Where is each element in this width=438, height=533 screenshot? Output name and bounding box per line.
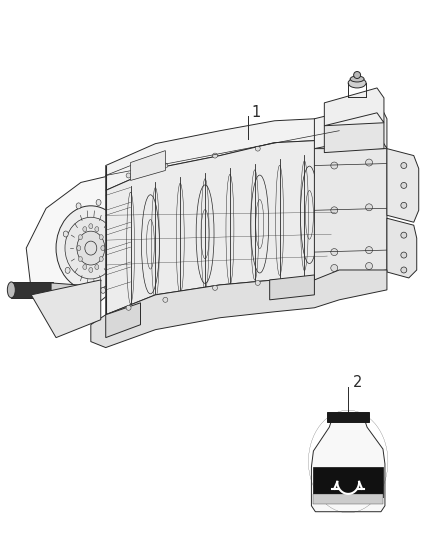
Ellipse shape — [81, 290, 85, 297]
Polygon shape — [314, 494, 383, 497]
Ellipse shape — [56, 206, 126, 290]
Ellipse shape — [99, 256, 103, 262]
Polygon shape — [106, 141, 339, 315]
Ellipse shape — [113, 259, 118, 265]
Ellipse shape — [101, 287, 106, 293]
Polygon shape — [311, 421, 385, 512]
Polygon shape — [106, 119, 339, 190]
Polygon shape — [91, 270, 387, 348]
Ellipse shape — [95, 264, 99, 270]
Polygon shape — [327, 412, 369, 422]
Ellipse shape — [401, 232, 407, 238]
Polygon shape — [324, 123, 384, 152]
Ellipse shape — [83, 227, 87, 232]
Ellipse shape — [331, 162, 338, 169]
Ellipse shape — [401, 163, 407, 168]
Polygon shape — [51, 283, 91, 297]
Ellipse shape — [89, 224, 93, 229]
Ellipse shape — [89, 268, 93, 272]
Ellipse shape — [163, 163, 168, 168]
Polygon shape — [106, 303, 141, 337]
Polygon shape — [314, 494, 383, 504]
Ellipse shape — [77, 231, 105, 265]
Ellipse shape — [101, 246, 105, 251]
Ellipse shape — [401, 252, 407, 258]
Ellipse shape — [65, 217, 117, 279]
Polygon shape — [131, 151, 165, 181]
Ellipse shape — [212, 285, 218, 290]
Ellipse shape — [331, 264, 338, 271]
Ellipse shape — [401, 267, 407, 273]
Ellipse shape — [331, 248, 338, 255]
Ellipse shape — [331, 207, 338, 214]
Polygon shape — [31, 280, 101, 337]
Ellipse shape — [126, 305, 131, 310]
Polygon shape — [26, 175, 131, 308]
Ellipse shape — [78, 235, 82, 240]
Ellipse shape — [353, 71, 360, 78]
Polygon shape — [314, 467, 383, 497]
Text: 1: 1 — [252, 106, 261, 120]
Polygon shape — [11, 282, 53, 298]
Ellipse shape — [83, 264, 87, 270]
Ellipse shape — [401, 203, 407, 208]
Ellipse shape — [366, 204, 373, 211]
Ellipse shape — [96, 199, 101, 205]
Polygon shape — [324, 88, 384, 126]
Ellipse shape — [163, 297, 168, 302]
Ellipse shape — [126, 173, 131, 178]
Ellipse shape — [212, 153, 218, 158]
Ellipse shape — [78, 256, 82, 262]
Ellipse shape — [63, 231, 68, 237]
Ellipse shape — [77, 246, 81, 251]
Ellipse shape — [255, 280, 260, 285]
Ellipse shape — [7, 282, 15, 298]
Ellipse shape — [95, 227, 99, 232]
Ellipse shape — [366, 159, 373, 166]
Polygon shape — [270, 275, 314, 300]
Ellipse shape — [112, 223, 117, 229]
Ellipse shape — [76, 203, 81, 209]
Ellipse shape — [348, 78, 366, 88]
Polygon shape — [314, 103, 387, 149]
Text: 2: 2 — [353, 375, 363, 390]
Ellipse shape — [99, 235, 103, 240]
Ellipse shape — [366, 263, 373, 270]
Ellipse shape — [350, 76, 364, 82]
Ellipse shape — [255, 146, 260, 151]
Polygon shape — [387, 149, 419, 222]
Polygon shape — [314, 149, 387, 280]
Ellipse shape — [65, 268, 70, 273]
Ellipse shape — [401, 182, 407, 188]
Polygon shape — [387, 218, 417, 278]
Ellipse shape — [366, 247, 373, 254]
